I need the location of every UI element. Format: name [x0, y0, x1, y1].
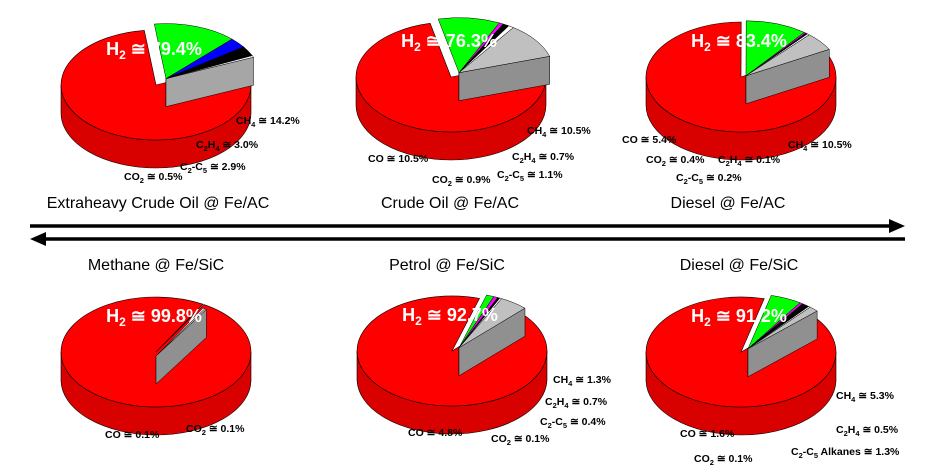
- pie-charts: H2 ≅ 79.4% CH4 ≅ 14.2% C2H4 ≅ 3.0% C2-C5 ≅ …: [47, 17, 900, 467]
- slice-h2: [60, 30, 252, 141]
- pie-chart-3: H2 ≅ 83.4% CH4 ≅ 10.5% C2H4 ≅ 0.1% C2-C5 ≅ …: [622, 20, 852, 212]
- h2-headline: H2 ≅ 76.3%: [401, 31, 497, 54]
- h2-headline: H2 ≅ 99.8%: [106, 306, 202, 329]
- slice-co: [458, 298, 526, 348]
- pie-chart-5: H2 ≅ 92.7% CH4 ≅ 1.3% C2H4 ≅ 0.7% C2-C5 ≅ 0…: [356, 257, 612, 447]
- label-c2-c5: C2-C5 Alkanes ≅ 1.3%: [791, 446, 900, 460]
- label-ch4: CH4 ≅ 10.5%: [527, 125, 591, 139]
- h2-headline: H2 ≅ 79.4%: [106, 39, 202, 62]
- label-co: CO ≅ 1.6%: [680, 428, 735, 440]
- slice-co: [747, 306, 818, 349]
- label-ch4: CH4 ≅ 14.2%: [236, 115, 300, 129]
- label-co2: CO2 ≅ 0.1%: [186, 423, 245, 437]
- slice-h2: [645, 21, 837, 133]
- label-c2h4: C2H4 ≅ 0.7%: [512, 151, 575, 165]
- label-co: CO ≅ 10.5%: [368, 153, 429, 165]
- label-ch4: CH4 ≅ 5.3%: [836, 390, 895, 404]
- label-ch4: CH4 ≅ 10.5%: [788, 139, 852, 153]
- label-c2h4: C2H4 ≅ 0.7%: [545, 396, 608, 410]
- arrow-right-head: [889, 219, 905, 233]
- h2-headline: H2 ≅ 91.2%: [691, 306, 787, 329]
- chart-title: Extraheavy Crude Oil @ Fe/AC: [47, 195, 270, 212]
- label-c2h4: C2H4 ≅ 0.5%: [836, 424, 899, 438]
- slice-co2: [165, 55, 254, 79]
- label-co: CO ≅ 0.1%: [105, 429, 160, 441]
- slice-co: [155, 308, 207, 357]
- arrow-left-head: [30, 232, 46, 246]
- label-co2: CO2 ≅ 0.4%: [646, 154, 705, 168]
- slice-co: [458, 27, 551, 74]
- label-co: CO ≅ 4.8%: [408, 427, 463, 439]
- label-c2-c5: C2-C5 ≅ 0.4%: [540, 416, 606, 430]
- chart-title: Petrol @ Fe/SiC: [389, 257, 505, 274]
- label-co2: CO2 ≅ 0.9%: [432, 174, 491, 188]
- label-co2: CO2 ≅ 0.1%: [694, 453, 753, 467]
- slice-ch4: [153, 23, 233, 80]
- pie-chart-2: H2 ≅ 76.3% CH4 ≅ 10.5% C2H4 ≅ 0.7% C2-C5 ≅ …: [355, 17, 591, 212]
- h2-headline: H2 ≅ 92.7%: [402, 305, 498, 328]
- label-c2-c5: C2-C5 ≅ 0.2%: [676, 172, 742, 186]
- slice-h2: [355, 23, 547, 133]
- pie-chart-6: H2 ≅ 91.2% CH4 ≅ 5.3% C2H4 ≅ 0.5% C2-C5 Alk…: [645, 257, 900, 467]
- slice-co: [745, 34, 830, 77]
- slice-h2: [645, 296, 837, 408]
- h2-headline: H2 ≅ 83.4%: [691, 31, 787, 54]
- label-co2: CO2 ≅ 0.1%: [491, 433, 550, 447]
- pie-chart-1: H2 ≅ 79.4% CH4 ≅ 14.2% C2H4 ≅ 3.0% C2-C5 ≅ …: [47, 23, 300, 212]
- direction-arrows: [30, 219, 905, 246]
- label-c2-c5: C2-C5 ≅ 2.9%: [180, 161, 246, 175]
- label-c2h4: C2H4 ≅ 3.0%: [196, 139, 259, 153]
- label-co2: CO2 ≅ 0.5%: [124, 171, 183, 185]
- chart-title: Diesel @ Fe/SiC: [680, 257, 799, 274]
- label-c2h4: C2H4 ≅ 0.1%: [718, 154, 781, 168]
- pie-chart-4: H2 ≅ 99.8% CO2 ≅ 0.1% CO ≅ 0.1% Methane @ F…: [60, 257, 252, 441]
- label-co: CO ≅ 5.4%: [622, 134, 677, 146]
- label-ch4: CH4 ≅ 1.3%: [553, 374, 612, 388]
- chart-title: Crude Oil @ Fe/AC: [381, 195, 519, 212]
- chart-title: Diesel @ Fe/AC: [671, 195, 786, 212]
- chart-title: Methane @ Fe/SiC: [88, 257, 224, 274]
- label-c2-c5: C2-C5 ≅ 1.1%: [497, 169, 563, 183]
